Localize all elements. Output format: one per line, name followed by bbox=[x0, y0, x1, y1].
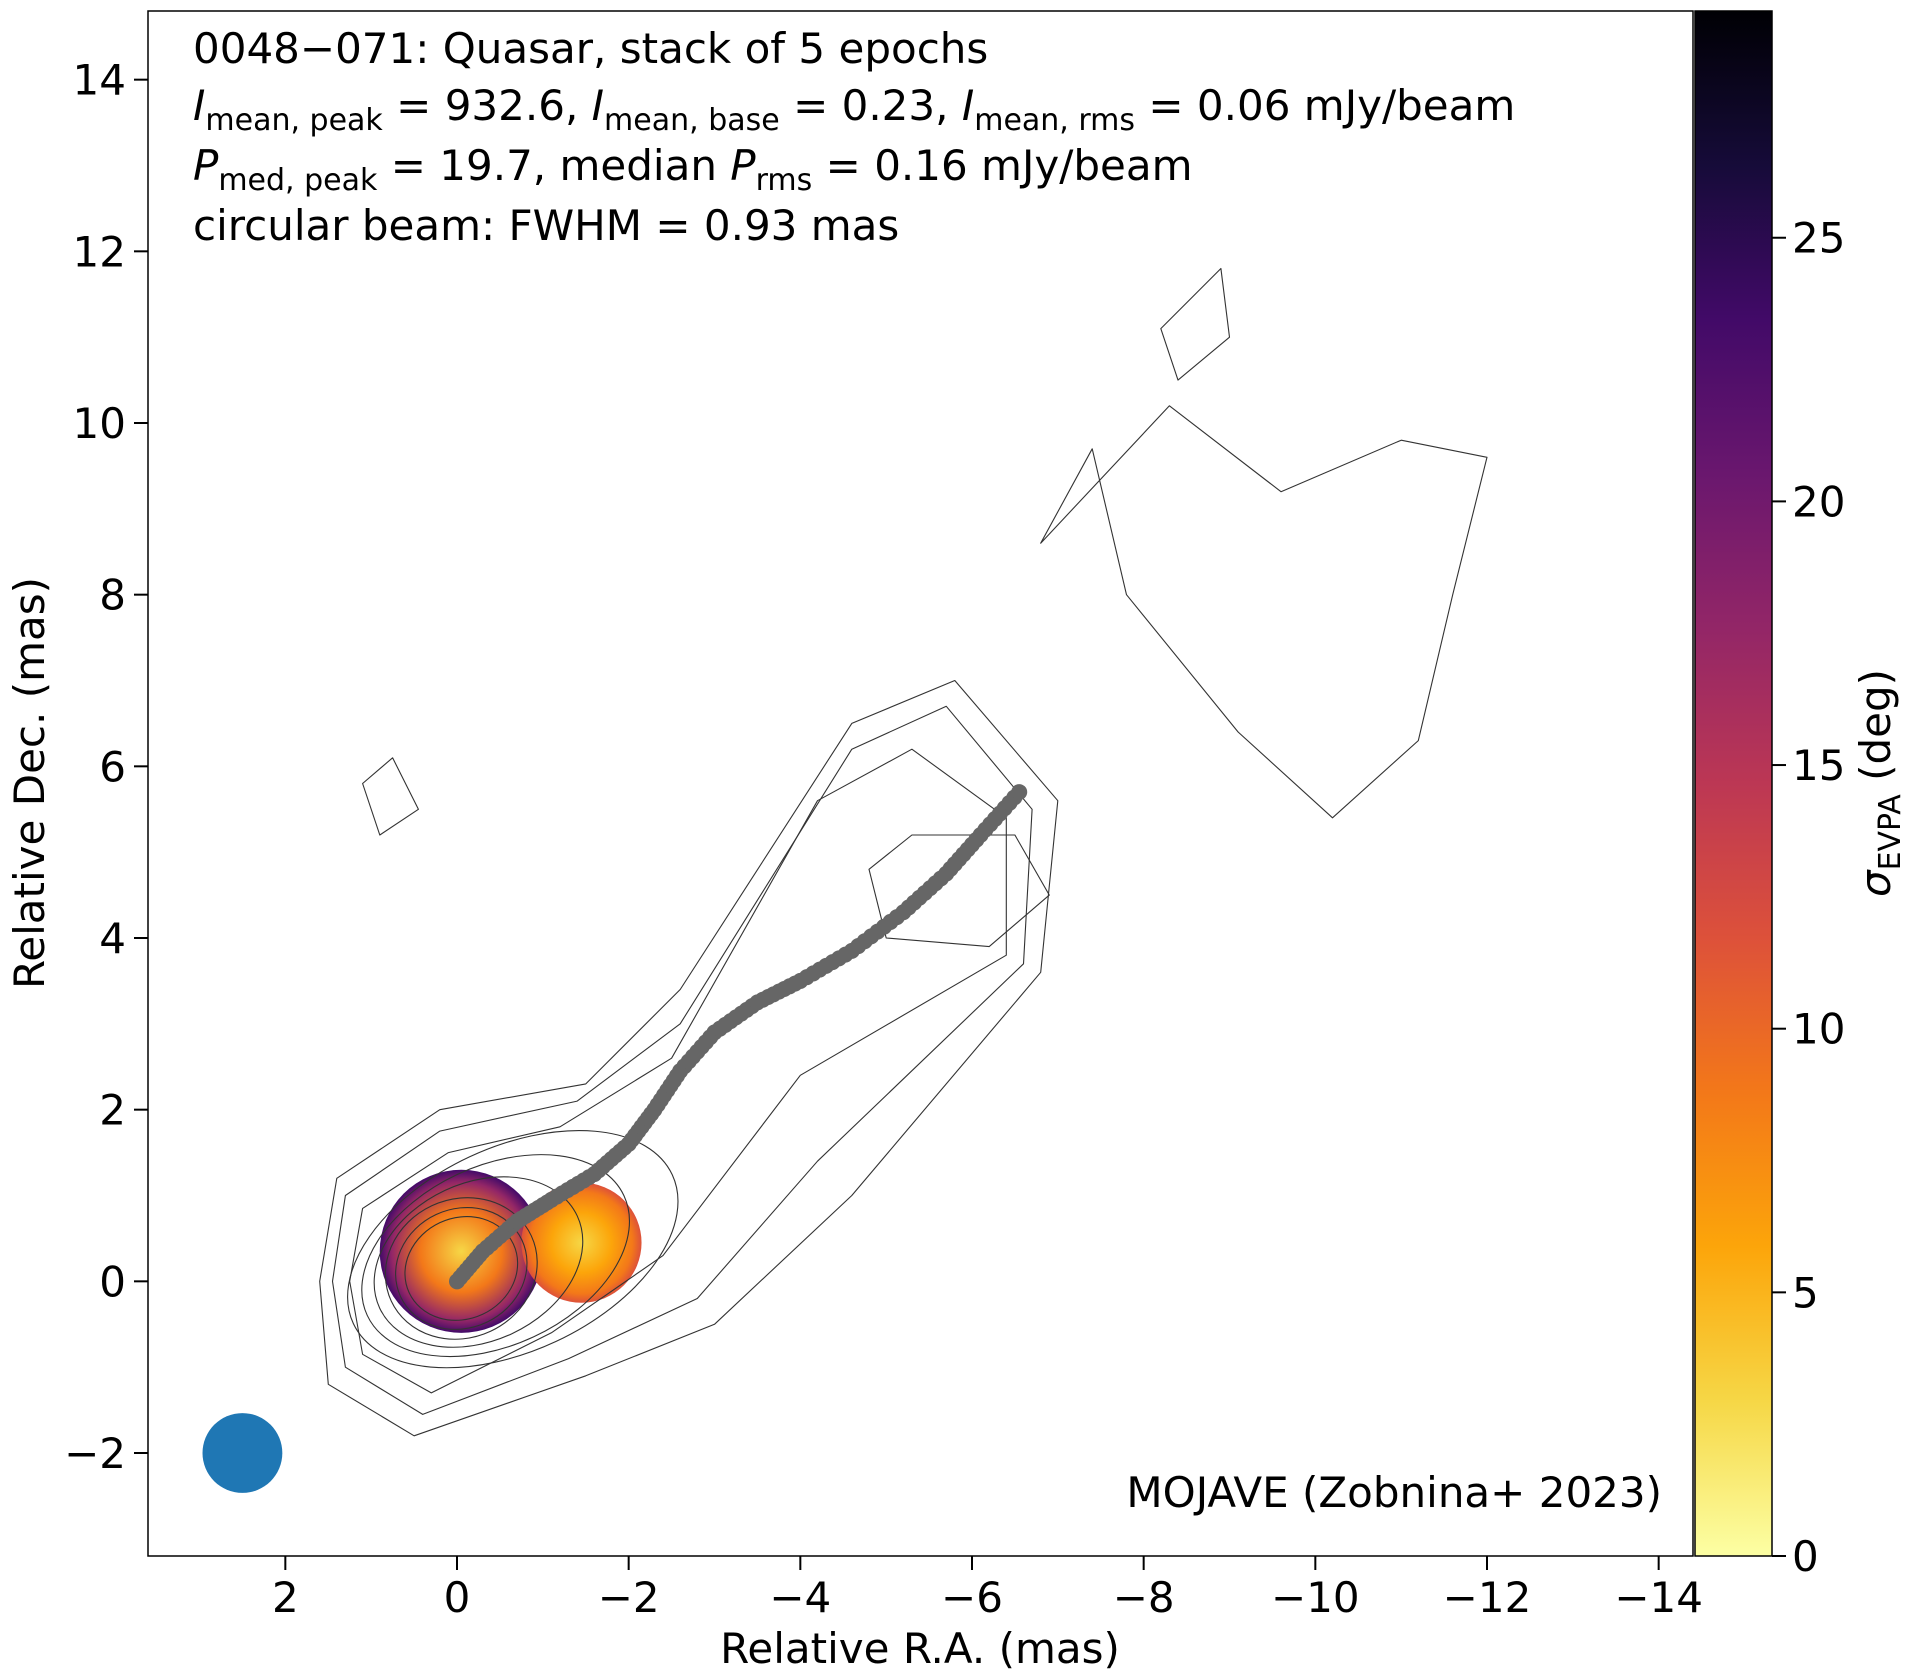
y-tick-label: 10 bbox=[73, 399, 126, 448]
plot-area: 2 0 −2 −4 −6 −8 −10 −12 −14 −2 0 2 4 6 8 10 12 14 bbox=[64, 10, 1703, 1622]
polarization-stats: Pmed, peak = 19.7, median Prms = 0.16 mJ… bbox=[193, 141, 1193, 198]
annotation: 0048−071: Quasar, stack of 5 epochs Imea… bbox=[193, 24, 1515, 250]
contour-line bbox=[1160, 267, 1231, 381]
colorbar: 0 5 10 15 20 25 σEVPA (deg) bbox=[1694, 10, 1905, 1581]
colorbar-tick-label: 10 bbox=[1792, 1005, 1845, 1054]
contour-line bbox=[404, 1216, 519, 1321]
contour-line bbox=[373, 1176, 584, 1348]
x-tick-label: −12 bbox=[1443, 1573, 1532, 1622]
colorbar-label: σEVPA (deg) bbox=[1851, 669, 1905, 897]
colorbar-frame bbox=[1694, 10, 1773, 1557]
beam-ellipse bbox=[202, 1413, 283, 1493]
colorbar-gradient bbox=[1695, 11, 1772, 1556]
contour-line bbox=[361, 1154, 631, 1358]
colorbar-tick-label: 0 bbox=[1792, 1532, 1819, 1581]
x-tick-label: −2 bbox=[598, 1573, 660, 1622]
y-tick-label: 4 bbox=[99, 914, 126, 963]
contour-line bbox=[868, 834, 1050, 948]
plot-frame bbox=[147, 10, 1694, 1557]
x-tick-label: −10 bbox=[1271, 1573, 1360, 1622]
y-tick-label: −2 bbox=[64, 1429, 126, 1478]
ridgeline-point bbox=[1011, 784, 1028, 801]
colorbar-tick-label: 15 bbox=[1792, 741, 1845, 790]
y-tick-label: 2 bbox=[99, 1086, 126, 1135]
y-tick-label: 8 bbox=[99, 571, 126, 620]
x-tick-label: −6 bbox=[941, 1573, 1003, 1622]
beam-info: circular beam: FWHM = 0.93 mas bbox=[193, 201, 899, 250]
x-tick-label: −14 bbox=[1614, 1573, 1703, 1622]
contour-line bbox=[347, 1130, 679, 1369]
source-header: 0048−071: Quasar, stack of 5 epochs bbox=[193, 24, 988, 73]
colorbar-tick-label: 25 bbox=[1792, 214, 1845, 263]
ridgeline bbox=[449, 784, 1028, 1290]
x-axis-label: Relative R.A. (mas) bbox=[720, 1624, 1120, 1673]
y-axis-label: Relative Dec. (mas) bbox=[5, 577, 54, 989]
x-tick-label: 0 bbox=[444, 1573, 471, 1622]
colorbar-ticks: 0 5 10 15 20 25 bbox=[1772, 214, 1845, 1581]
x-tick-label: −8 bbox=[1113, 1573, 1175, 1622]
contour-line bbox=[331, 705, 1033, 1415]
y-tick-label: 12 bbox=[73, 227, 126, 276]
contour-line bbox=[384, 1197, 538, 1340]
x-tick-label: −4 bbox=[769, 1573, 831, 1622]
y-tick-label: 0 bbox=[99, 1257, 126, 1306]
contour-line bbox=[395, 1206, 528, 1330]
x-axis-ticks: 2 0 −2 −4 −6 −8 −10 −12 −14 bbox=[272, 1556, 1703, 1622]
colorbar-tick-label: 5 bbox=[1792, 1268, 1819, 1317]
credit-label: MOJAVE (Zobnina+ 2023) bbox=[1126, 1468, 1662, 1517]
contour-line bbox=[362, 757, 419, 836]
stokes-i-contours bbox=[319, 267, 1488, 1437]
intensity-stats: Imean, peak = 932.6, Imean, base = 0.23,… bbox=[193, 81, 1515, 138]
x-tick-label: 2 bbox=[272, 1573, 299, 1622]
contour-line bbox=[1040, 405, 1488, 819]
y-tick-label: 14 bbox=[73, 56, 126, 105]
evpa-uncertainty-map bbox=[379, 1169, 642, 1333]
y-axis-ticks: −2 0 2 4 6 8 10 12 14 bbox=[64, 56, 148, 1478]
colorbar-tick-label: 20 bbox=[1792, 477, 1845, 526]
y-tick-label: 6 bbox=[99, 742, 126, 791]
evpa-blob bbox=[379, 1169, 543, 1333]
contour-line bbox=[319, 679, 1059, 1437]
